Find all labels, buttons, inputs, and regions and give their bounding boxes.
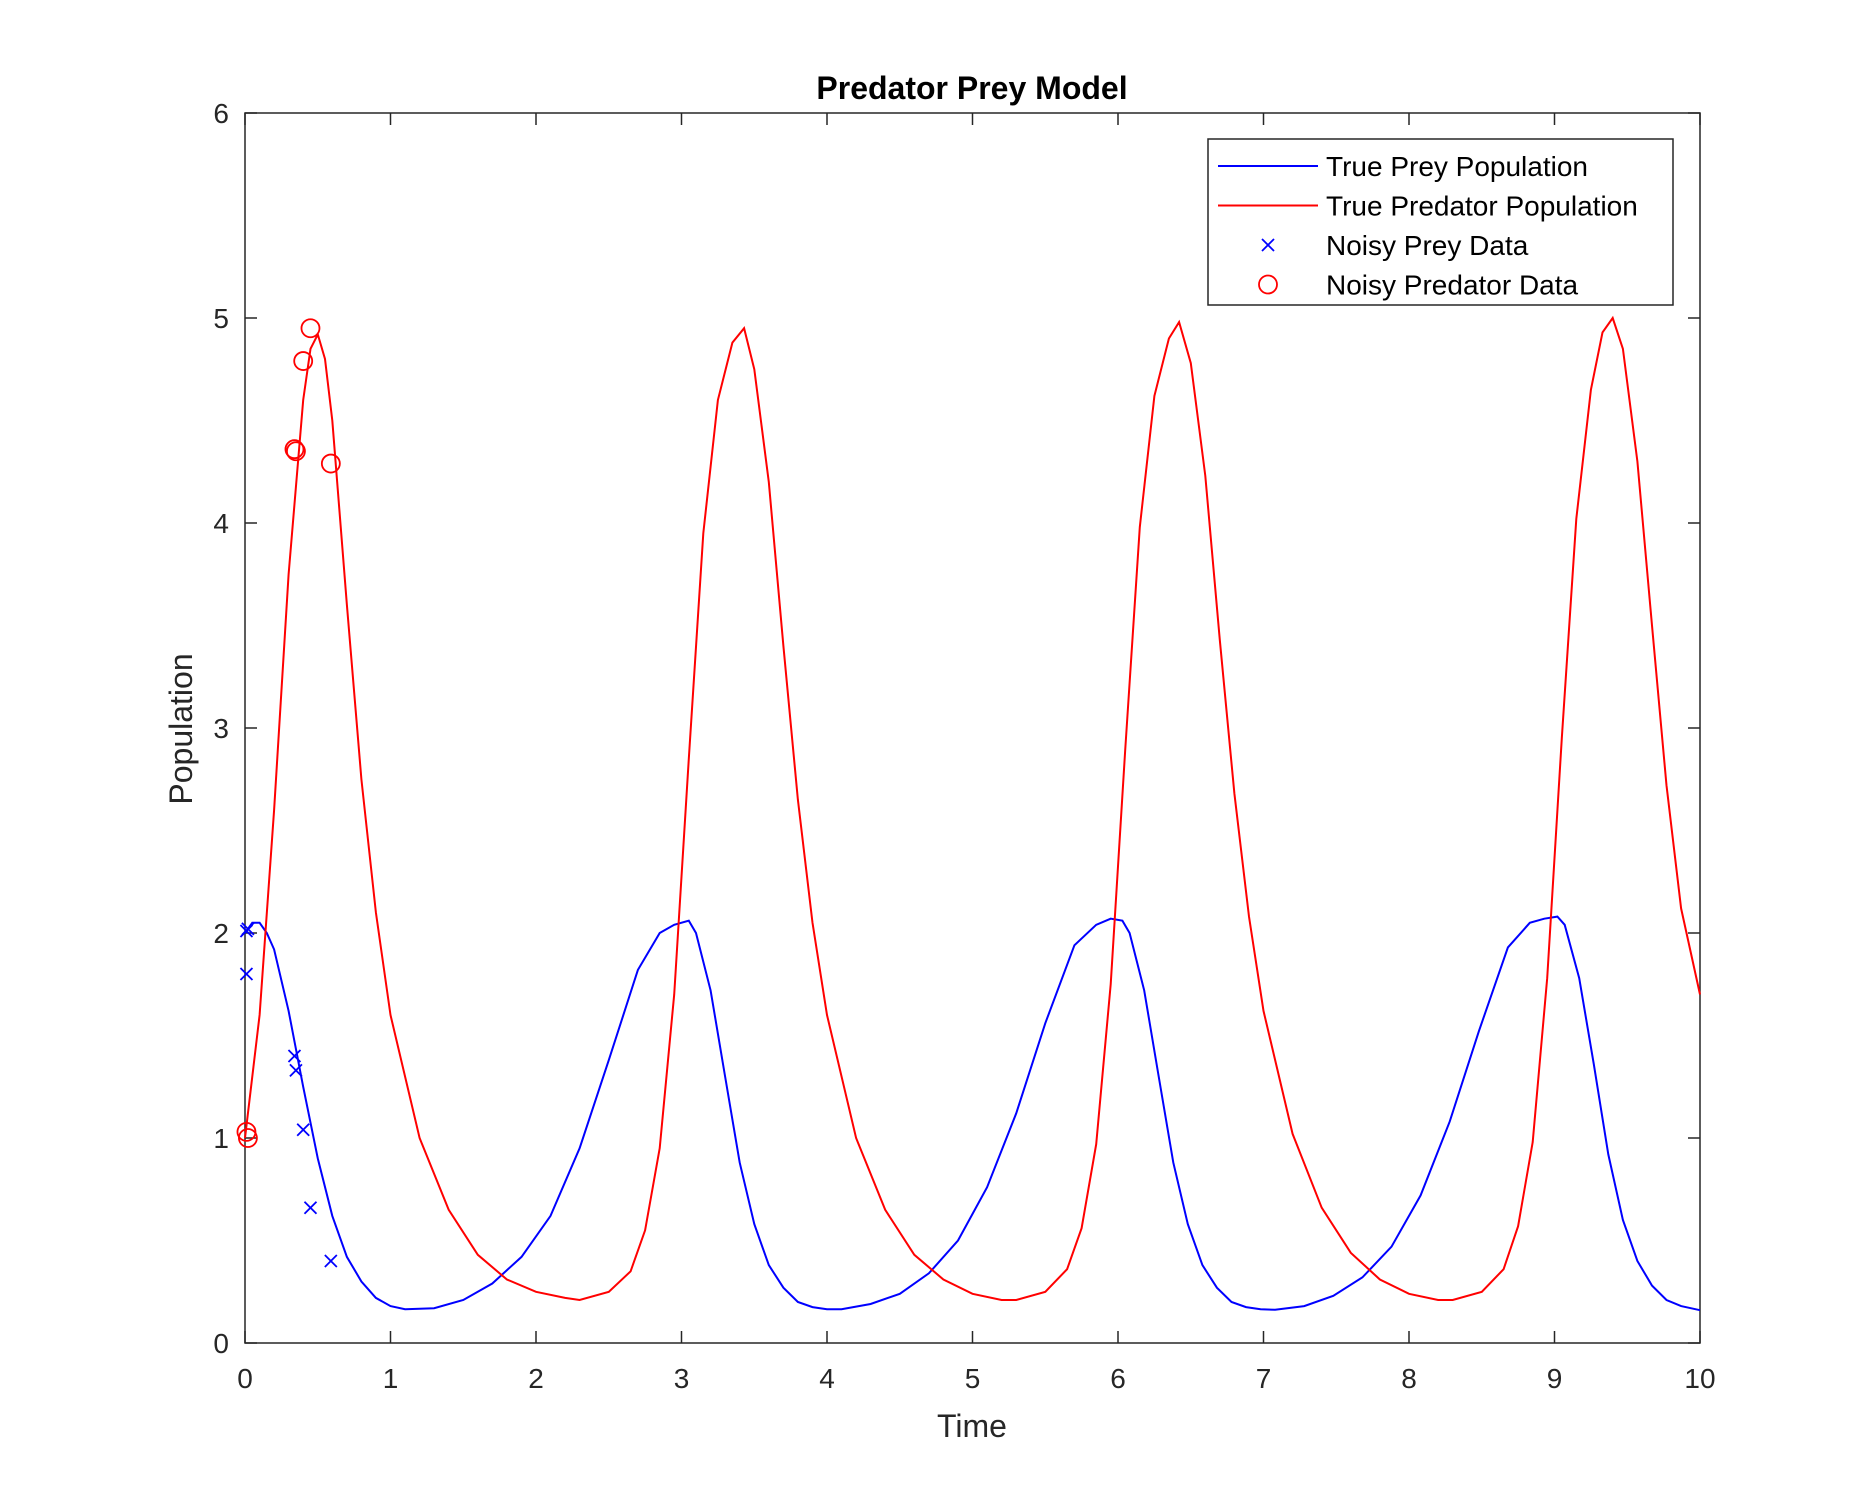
legend-label: Noisy Predator Data [1326, 270, 1579, 301]
y-tick-label: 6 [213, 98, 229, 129]
series-line-2 [244, 315, 1701, 1302]
prey-data-point [289, 1063, 303, 1077]
prey-data-point [239, 967, 254, 981]
legend-label: True Prey Population [1326, 151, 1588, 182]
predator-data-point [284, 439, 305, 460]
plot-area: 0 1 2 3 4 5 6 7 8 9 10 0 1 2 3 4 5 6 [213, 98, 1715, 1394]
x-marker-stroke [287, 1049, 302, 1063]
predator-data-point [238, 1128, 258, 1148]
x-marker-stroke [289, 1063, 303, 1077]
prey-data-point [296, 1123, 310, 1137]
x-tick-label: 8 [1401, 1363, 1417, 1394]
prey-data-point [287, 1049, 302, 1063]
y-tick-label: 2 [213, 918, 229, 949]
y-tick-label: 0 [213, 1328, 229, 1359]
y-axis-label: Population [163, 653, 199, 804]
y-tick-label: 4 [213, 508, 229, 539]
y-tick-label: 1 [213, 1123, 229, 1154]
x-tick-label: 3 [674, 1363, 690, 1394]
x-marker-stroke [296, 1123, 310, 1137]
prey-data-point [303, 1201, 318, 1215]
axes-box [244, 112, 1701, 1344]
x-marker-stroke [324, 1254, 338, 1268]
x-marker-stroke [303, 1201, 318, 1215]
predator-data-point [286, 441, 306, 462]
x-marker-stroke [239, 967, 254, 981]
prey-data-point [241, 922, 255, 936]
predator-data-point [293, 351, 314, 371]
y-tick-label: 3 [213, 713, 229, 744]
series-line-1 [244, 915, 1701, 1312]
x-tick-label: 2 [528, 1363, 544, 1394]
x-tick-label: 7 [1256, 1363, 1272, 1394]
x-tick-label: 6 [1110, 1363, 1126, 1394]
x-tick-label: 1 [383, 1363, 399, 1394]
x-axis-label: Time [937, 1408, 1007, 1444]
predator-data-point [320, 453, 341, 474]
x-tick-label: 0 [237, 1363, 253, 1394]
x-tick-label: 9 [1547, 1363, 1563, 1394]
predator-data-point [300, 318, 321, 339]
x-tick-label: 5 [965, 1363, 981, 1394]
legend-label: Noisy Prey Data [1326, 230, 1529, 261]
y-tick-label: 5 [213, 303, 229, 334]
legend-label: True Predator Population [1326, 191, 1638, 222]
legend: True Prey Population True Predator Popula… [1207, 138, 1674, 306]
prey-data-point [324, 1254, 338, 1268]
legend-circle-swatch [1258, 274, 1278, 295]
chart-title: Predator Prey Model [816, 70, 1127, 106]
legend-x-swatch [1261, 238, 1275, 252]
x-marker-stroke [241, 922, 255, 936]
x-tick-label: 10 [1684, 1363, 1715, 1394]
x-tick-label: 4 [819, 1363, 835, 1394]
